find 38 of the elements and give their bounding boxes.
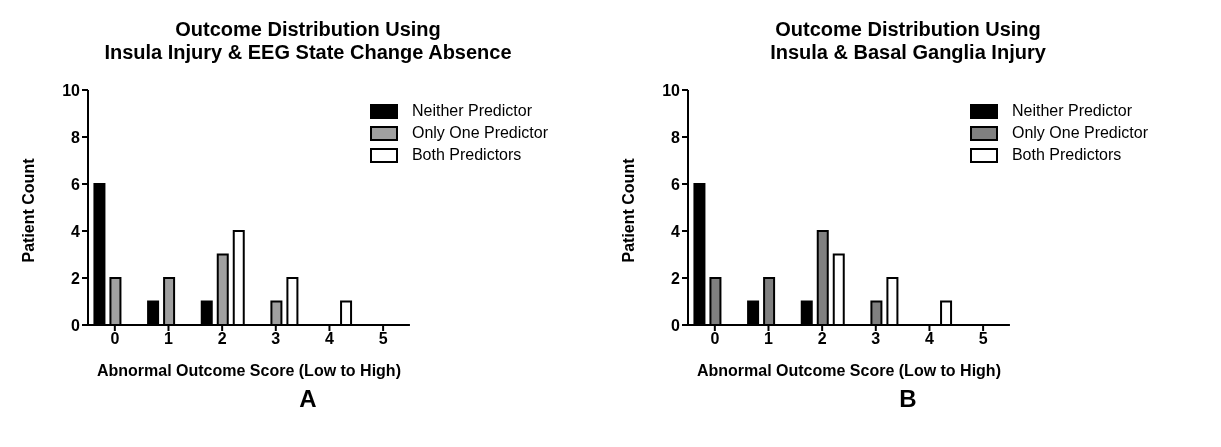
y-tick-label: 6 xyxy=(71,175,81,193)
y-tick-label: 8 xyxy=(671,128,681,146)
y-tick-label: 4 xyxy=(71,222,81,240)
y-tick-label: 2 xyxy=(671,269,681,287)
x-tick-label: 5 xyxy=(378,330,388,348)
x-tick-label: 1 xyxy=(164,330,174,348)
legend-label: Only One Predictor xyxy=(411,124,548,142)
legend-label: Neither Predictor xyxy=(411,102,532,120)
x-tick-label: 0 xyxy=(710,330,720,348)
y-tick-label: 10 xyxy=(62,81,81,99)
y-tick-label: 0 xyxy=(71,316,81,334)
legend-label: Both Predictors xyxy=(411,146,522,164)
y-tick-label: 4 xyxy=(671,222,681,240)
x-tick-label: 2 xyxy=(817,330,827,348)
chart-title: Outcome Distribution Using Insula Injury & EEG State Change Absence xyxy=(103,17,513,65)
y-tick-label: 0 xyxy=(671,316,681,334)
y-tick-label: 2 xyxy=(71,269,81,287)
x-tick-label: 3 xyxy=(271,330,281,348)
x-axis-title: Abnormal Outcome Score (Low to High) xyxy=(696,362,1001,380)
y-tick-label: 6 xyxy=(671,175,681,193)
x-tick-label: 1 xyxy=(764,330,774,348)
x-tick-label: 3 xyxy=(871,330,881,348)
x-tick-label: 4 xyxy=(325,330,334,348)
y-tick-label: 8 xyxy=(71,128,81,146)
text: A xyxy=(298,385,318,413)
x-tick-label: 2 xyxy=(217,330,227,348)
y-axis-title: Patient Count xyxy=(19,157,37,263)
y-tick-label: 10 xyxy=(662,81,681,99)
x-axis-title: Abnormal Outcome Score (Low to High) xyxy=(96,362,401,380)
chart-title: Outcome Distribution Using Insula & Basal Ganglia Injury xyxy=(769,17,1047,65)
x-tick-label: 0 xyxy=(110,330,120,348)
legend-label: Neither Predictor xyxy=(1011,102,1132,120)
x-tick-label: 4 xyxy=(925,330,934,348)
y-axis-title: Patient Count xyxy=(619,157,637,263)
text: B xyxy=(898,385,918,413)
legend-label: Both Predictors xyxy=(1011,146,1122,164)
legend-label: Only One Predictor xyxy=(1011,124,1148,142)
x-tick-label: 5 xyxy=(978,330,988,348)
